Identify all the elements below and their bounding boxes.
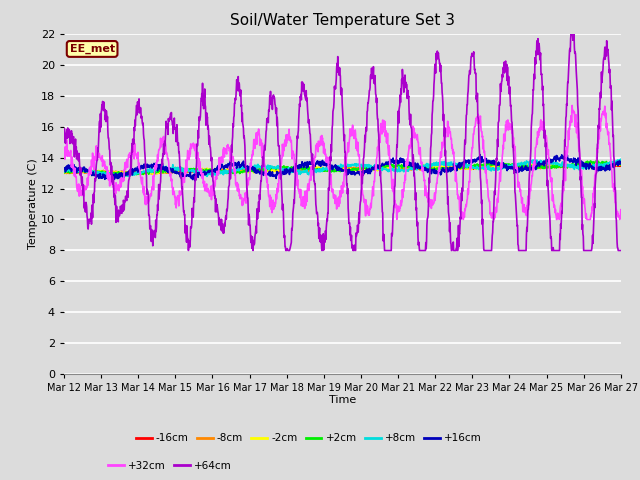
- -2cm: [297, 166, 305, 171]
- Legend: +32cm, +64cm: +32cm, +64cm: [104, 456, 236, 475]
- -16cm: [126, 169, 134, 175]
- -8cm: [308, 167, 316, 173]
- -16cm: [60, 169, 68, 175]
- +8cm: [617, 159, 625, 165]
- -16cm: [378, 165, 385, 171]
- +2cm: [103, 169, 111, 175]
- -8cm: [617, 162, 625, 168]
- +64cm: [318, 240, 326, 245]
- +2cm: [308, 167, 316, 172]
- -2cm: [616, 160, 624, 166]
- -16cm: [104, 169, 111, 175]
- -8cm: [126, 169, 134, 175]
- +2cm: [297, 165, 305, 171]
- -8cm: [606, 161, 614, 167]
- -8cm: [378, 165, 385, 171]
- -16cm: [297, 168, 305, 173]
- +2cm: [593, 158, 600, 164]
- -16cm: [617, 163, 625, 169]
- -8cm: [318, 167, 326, 172]
- +64cm: [184, 248, 192, 253]
- +16cm: [476, 152, 484, 157]
- -2cm: [103, 170, 111, 176]
- +32cm: [617, 207, 625, 213]
- -2cm: [378, 166, 385, 171]
- -16cm: [308, 168, 316, 173]
- +2cm: [318, 167, 326, 172]
- +2cm: [126, 169, 134, 175]
- +32cm: [60, 152, 68, 158]
- +16cm: [617, 160, 625, 166]
- +16cm: [318, 159, 326, 165]
- +64cm: [297, 95, 305, 101]
- +64cm: [378, 182, 385, 188]
- +8cm: [297, 168, 305, 174]
- +2cm: [122, 173, 130, 179]
- -2cm: [617, 162, 625, 168]
- Line: +64cm: +64cm: [64, 34, 621, 251]
- Line: +8cm: +8cm: [64, 159, 621, 178]
- Line: +16cm: +16cm: [64, 155, 621, 181]
- -2cm: [126, 170, 134, 176]
- -2cm: [133, 171, 141, 177]
- +8cm: [308, 168, 316, 173]
- +32cm: [103, 164, 111, 170]
- +16cm: [308, 161, 316, 167]
- +32cm: [126, 150, 134, 156]
- Line: +2cm: +2cm: [64, 161, 621, 176]
- +8cm: [113, 175, 120, 180]
- +32cm: [460, 216, 467, 222]
- Line: -2cm: -2cm: [64, 163, 621, 174]
- -2cm: [60, 168, 68, 174]
- -8cm: [148, 171, 156, 177]
- -8cm: [103, 169, 111, 175]
- Text: EE_met: EE_met: [70, 44, 115, 54]
- +64cm: [126, 167, 134, 173]
- -16cm: [591, 162, 599, 168]
- +64cm: [567, 31, 575, 36]
- -8cm: [297, 167, 305, 173]
- +32cm: [318, 132, 326, 138]
- -2cm: [308, 165, 316, 171]
- +64cm: [60, 139, 68, 145]
- Line: -8cm: -8cm: [64, 164, 621, 174]
- +16cm: [60, 166, 68, 172]
- +16cm: [378, 163, 385, 168]
- -16cm: [318, 168, 326, 173]
- -16cm: [63, 170, 70, 176]
- +8cm: [60, 169, 68, 175]
- -8cm: [60, 170, 68, 176]
- +2cm: [617, 159, 625, 165]
- +2cm: [60, 168, 68, 174]
- +8cm: [378, 165, 385, 171]
- +64cm: [617, 248, 625, 253]
- +32cm: [308, 172, 316, 178]
- +32cm: [296, 195, 304, 201]
- +16cm: [108, 178, 116, 184]
- +64cm: [308, 154, 316, 160]
- X-axis label: Time: Time: [329, 395, 356, 405]
- +16cm: [297, 162, 305, 168]
- +8cm: [616, 156, 624, 162]
- +8cm: [126, 171, 134, 177]
- +8cm: [103, 172, 111, 178]
- +8cm: [318, 168, 326, 174]
- +16cm: [126, 171, 134, 177]
- Line: +32cm: +32cm: [64, 106, 621, 219]
- +32cm: [377, 120, 385, 126]
- +64cm: [103, 118, 111, 124]
- Line: -16cm: -16cm: [64, 165, 621, 173]
- +2cm: [378, 165, 385, 170]
- Y-axis label: Temperature (C): Temperature (C): [28, 158, 38, 250]
- Title: Soil/Water Temperature Set 3: Soil/Water Temperature Set 3: [230, 13, 455, 28]
- +32cm: [568, 103, 576, 108]
- +16cm: [103, 174, 111, 180]
- -2cm: [318, 166, 326, 172]
